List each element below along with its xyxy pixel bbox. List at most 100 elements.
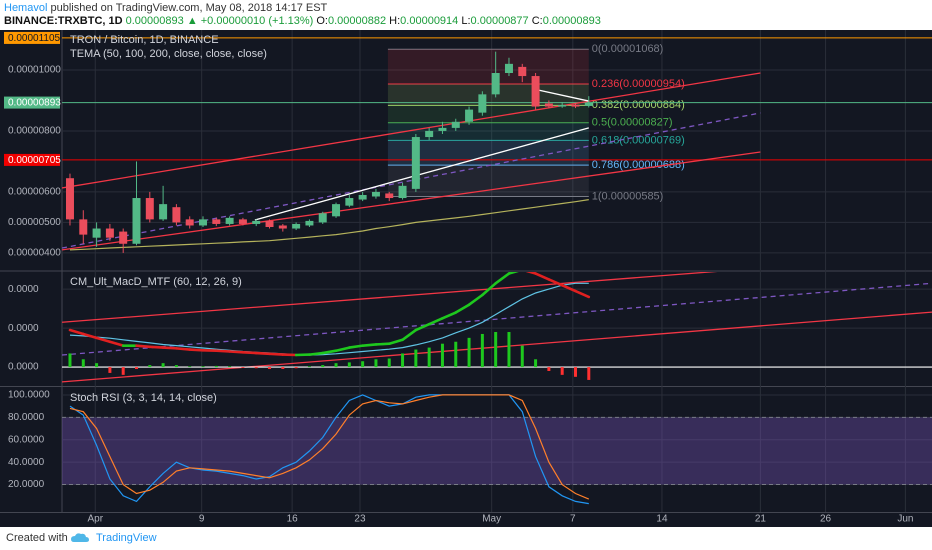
macd-line [574, 289, 591, 299]
fib-zone [387, 105, 589, 123]
author[interactable]: Hemavol [4, 2, 47, 14]
histogram-bar [321, 365, 325, 368]
candle-body [132, 198, 141, 244]
macd-line [108, 340, 125, 347]
published: published on TradingView.com, May 08, 20… [50, 2, 327, 14]
macd-line [81, 332, 98, 340]
candle-body [518, 66, 527, 77]
candle-body [451, 121, 460, 128]
fib-label: 0.618(0.00000769) [592, 134, 685, 146]
candle-body [212, 219, 221, 224]
candle-body [504, 63, 513, 73]
macd-line [401, 328, 418, 342]
candle-body [79, 219, 88, 235]
candle-body [318, 213, 327, 223]
stoch-panel [62, 394, 932, 505]
panel-legend: Stoch RSI (3, 3, 14, 14, close) [70, 392, 217, 404]
macd-line [148, 345, 165, 349]
histogram-bar [81, 359, 85, 368]
candle-body [278, 225, 287, 229]
symbol: BINANCE:TRXBTC, 1D [4, 15, 123, 27]
histogram-bar [507, 332, 511, 368]
trend-line [62, 151, 761, 251]
panel-legend: TEMA (50, 100, 200, close, close, close) [70, 48, 267, 60]
candle-body [478, 94, 487, 113]
y-tick-label: 0.0000 [8, 323, 39, 334]
ohlc-key: C: [532, 15, 543, 27]
histogram-bar [134, 367, 138, 370]
candle-body [119, 231, 128, 244]
footer-brand[interactable]: TradingView [96, 532, 157, 544]
y-tick-label: 0.00000500 [8, 217, 61, 228]
candle-body [292, 223, 301, 229]
histogram-bar [334, 363, 338, 368]
fib-label: 0.236(0.00000954) [592, 78, 685, 90]
series-line [69, 394, 590, 500]
macd-line [481, 281, 497, 297]
candle-body [584, 102, 593, 106]
candle-body [398, 185, 407, 199]
candle-body [571, 104, 580, 107]
y-tick-label: 40.0000 [8, 457, 45, 468]
candle-body [105, 228, 114, 238]
candle-body [238, 219, 247, 224]
price: 0.00000893 [126, 15, 184, 27]
macd-line [454, 303, 471, 314]
trend-line [532, 88, 589, 102]
fib-label: 1(0.00000585) [592, 190, 664, 202]
candle-body [411, 137, 420, 189]
histogram-bar [201, 366, 205, 368]
candle-body [265, 220, 274, 228]
fib-label: 0(0.00001068) [592, 43, 664, 55]
histogram-bar [414, 349, 418, 368]
price-badge [4, 153, 60, 166]
macd-line [467, 293, 484, 307]
histogram-bar [188, 366, 192, 368]
ohlc-key: O: [316, 15, 328, 27]
price-badge [4, 96, 60, 109]
candle-body [491, 72, 500, 95]
candle-body [199, 219, 207, 226]
candle-body [371, 191, 380, 197]
band [62, 417, 932, 485]
trend-line [62, 112, 761, 249]
y-tick-label: 60.0000 [8, 434, 45, 445]
ohlc-key: L: [461, 15, 470, 27]
x-tick-label: Jun [897, 514, 913, 525]
candle-body [544, 103, 553, 107]
macd-line [507, 272, 519, 275]
candle-body [225, 217, 234, 224]
y-tick-label: 0.0000 [8, 284, 39, 295]
macd-line [525, 272, 537, 275]
candle-body [385, 193, 394, 199]
candle-body [92, 228, 101, 238]
histogram-bar [494, 332, 498, 368]
panel-legend: CM_Ult_MacD_MTF (60, 12, 26, 9) [70, 276, 242, 288]
histogram-bar [68, 353, 72, 368]
histogram-bar [573, 367, 577, 377]
histogram-bar [560, 367, 564, 375]
candle-body [558, 105, 567, 107]
histogram-bar [440, 343, 444, 368]
macd-line [308, 351, 325, 356]
price-badge-label: 0.00000893 [8, 98, 61, 109]
macd-line [494, 272, 511, 285]
histogram-bar [401, 353, 405, 368]
histogram-bar [268, 367, 272, 370]
fib-zone [387, 140, 589, 166]
trend-line [254, 127, 589, 221]
x-tick-label: 7 [570, 514, 576, 525]
footer-bg [0, 527, 932, 550]
fib-label: 0.786(0.00000688) [592, 159, 685, 171]
histogram-bar [307, 366, 311, 368]
histogram-bar [467, 337, 471, 368]
trend-line [62, 282, 932, 356]
fib-label: 0.5(0.00000827) [592, 117, 673, 129]
macd-line [268, 352, 285, 356]
macd-line [547, 278, 564, 287]
candle-body [531, 76, 540, 107]
fib-label: 0.382(0.00000884) [592, 99, 685, 111]
histogram-bar [534, 359, 538, 368]
macd-line [414, 322, 431, 332]
